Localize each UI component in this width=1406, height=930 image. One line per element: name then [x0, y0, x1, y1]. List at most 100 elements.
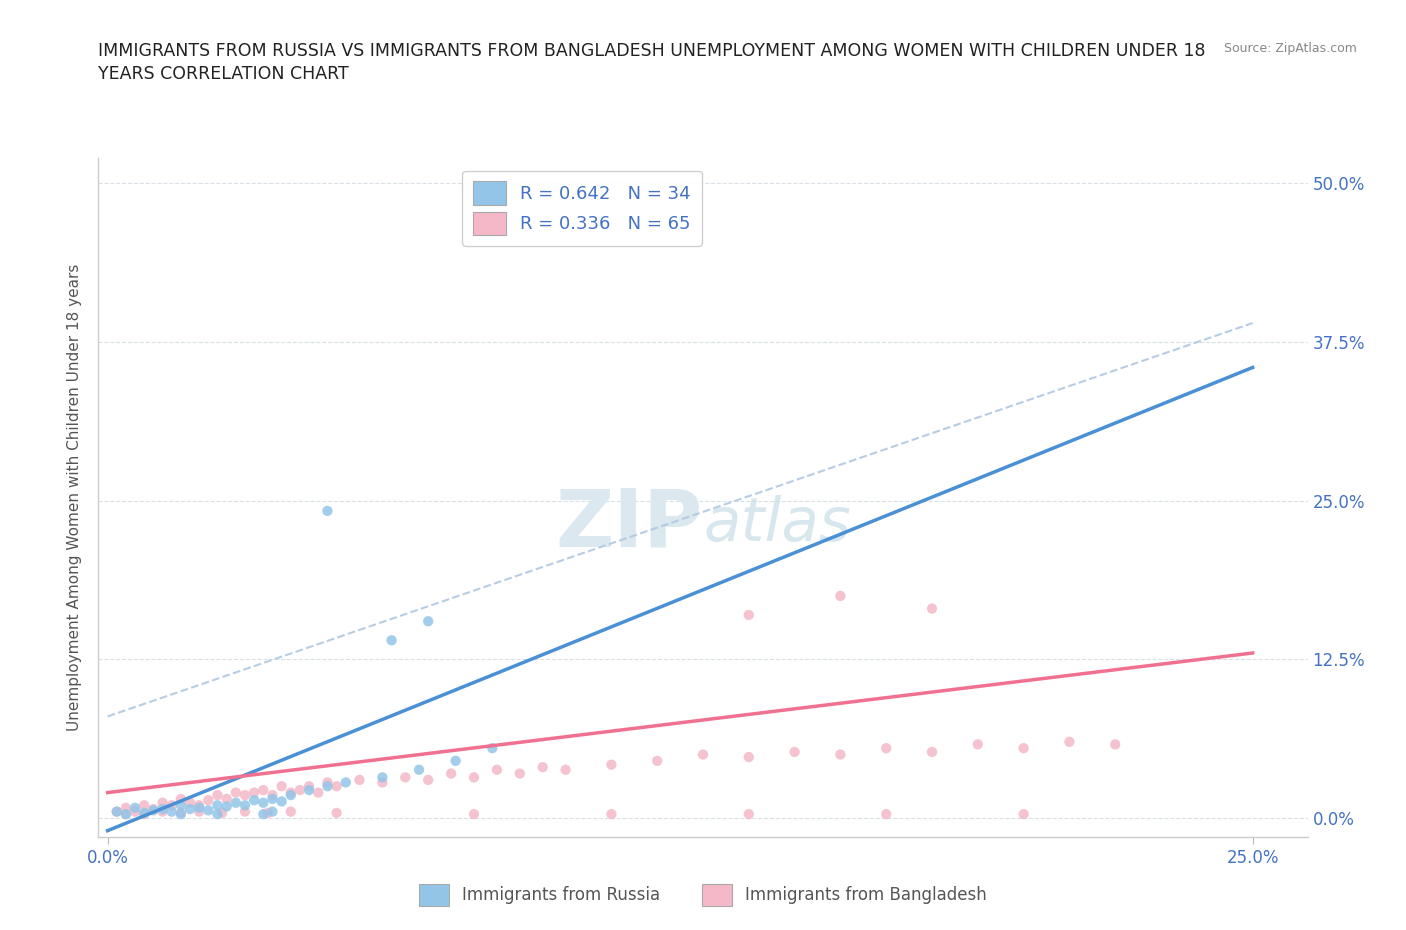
Legend: R = 0.642   N = 34, R = 0.336   N = 65: R = 0.642 N = 34, R = 0.336 N = 65 [463, 170, 702, 246]
Point [875, 806, 897, 821]
Point [233, 788, 256, 803]
Point [170, 798, 193, 813]
Point [418, 773, 440, 788]
Point [262, 791, 284, 806]
Point [830, 589, 852, 604]
Point [463, 806, 485, 821]
Point [307, 785, 329, 800]
Point [115, 806, 138, 821]
Point [197, 803, 219, 817]
Point [738, 750, 761, 764]
Point [188, 801, 211, 816]
Legend: Immigrants from Russia, Immigrants from Bangladesh: Immigrants from Russia, Immigrants from … [412, 878, 994, 912]
Point [316, 775, 339, 790]
Point [349, 773, 371, 788]
Point [142, 803, 165, 817]
Point [160, 798, 183, 813]
Point [252, 806, 274, 821]
Point [280, 788, 302, 803]
Point [830, 747, 852, 762]
Point [197, 792, 219, 807]
Point [207, 806, 229, 821]
Point [380, 633, 402, 648]
Point [179, 795, 201, 810]
Point [207, 788, 229, 803]
Point [1012, 740, 1035, 755]
Point [262, 804, 284, 819]
Point [600, 757, 623, 772]
Point [316, 778, 339, 793]
Point [134, 805, 156, 820]
Point [371, 775, 394, 790]
Point [509, 766, 531, 781]
Point [124, 804, 146, 819]
Point [188, 798, 211, 813]
Text: atlas: atlas [703, 495, 851, 554]
Point [134, 798, 156, 813]
Point [298, 778, 321, 793]
Point [142, 802, 165, 817]
Point [738, 806, 761, 821]
Text: IMMIGRANTS FROM RUSSIA VS IMMIGRANTS FROM BANGLADESH UNEMPLOYMENT AMONG WOMEN WI: IMMIGRANTS FROM RUSSIA VS IMMIGRANTS FRO… [98, 42, 1206, 60]
Point [371, 770, 394, 785]
Point [160, 804, 183, 819]
Point [211, 805, 233, 820]
Point [280, 804, 302, 819]
Point [408, 763, 430, 777]
Point [921, 601, 943, 616]
Text: Source: ZipAtlas.com: Source: ZipAtlas.com [1223, 42, 1357, 55]
Point [115, 806, 138, 821]
Point [692, 747, 714, 762]
Point [783, 745, 806, 760]
Point [600, 806, 623, 821]
Point [966, 737, 988, 751]
Y-axis label: Unemployment Among Women with Children Under 18 years: Unemployment Among Women with Children U… [67, 264, 83, 731]
Point [485, 763, 508, 777]
Point [444, 753, 467, 768]
Point [215, 799, 238, 814]
Point [124, 801, 146, 816]
Point [215, 791, 238, 806]
Point [1059, 735, 1081, 750]
Point [463, 770, 485, 785]
Point [325, 805, 347, 820]
Point [921, 745, 943, 760]
Point [152, 804, 174, 819]
Point [335, 775, 357, 790]
Point [738, 607, 761, 622]
Point [152, 802, 174, 817]
Point [531, 760, 554, 775]
Point [554, 763, 576, 777]
Point [270, 794, 292, 809]
Point [394, 770, 416, 785]
Point [875, 740, 897, 755]
Point [105, 804, 128, 819]
Point [233, 798, 256, 813]
Point [257, 805, 280, 820]
Point [115, 801, 138, 816]
Point [325, 778, 347, 793]
Point [252, 795, 274, 810]
Point [179, 802, 201, 817]
Point [170, 806, 193, 821]
Point [233, 804, 256, 819]
Point [243, 792, 266, 807]
Point [170, 805, 193, 820]
Point [134, 806, 156, 821]
Point [270, 778, 292, 793]
Point [481, 740, 503, 755]
Text: ZIP: ZIP [555, 485, 703, 564]
Point [105, 804, 128, 819]
Point [298, 783, 321, 798]
Point [418, 614, 440, 629]
Point [243, 785, 266, 800]
Point [225, 785, 247, 800]
Point [645, 753, 668, 768]
Point [188, 804, 211, 819]
Point [207, 798, 229, 813]
Point [152, 795, 174, 810]
Point [316, 503, 339, 518]
Point [440, 766, 463, 781]
Point [262, 788, 284, 803]
Text: YEARS CORRELATION CHART: YEARS CORRELATION CHART [98, 65, 349, 83]
